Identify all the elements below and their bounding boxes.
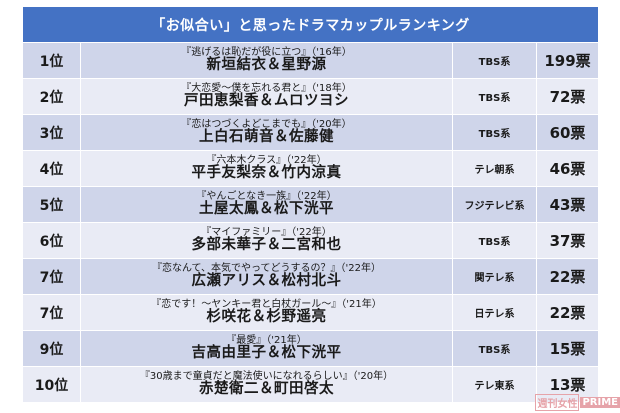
drama-title: 『逃げるは恥だが役に立つ』（'16年） [181, 47, 352, 59]
rank-cell: 6位 [23, 223, 81, 258]
votes-cell: 43票 [549, 196, 586, 214]
table-row: 1位 『逃げるは恥だが役に立つ』（'16年） 新垣結衣＆星野源 TBS系 199… [23, 43, 598, 79]
drama-title: 『最愛』（'21年） [226, 335, 307, 347]
couple-names: 土屋太鳳＆松下洸平 [199, 201, 334, 218]
table-title: 「お似合い」と思ったドラマカップルランキング [23, 7, 598, 43]
drama-title: 『恋です！〜ヤンキー君と白杖ガール〜』（'21年） [151, 299, 382, 311]
rank-cell: 3位 [23, 115, 81, 150]
network-cell: フジテレビ系 [453, 187, 537, 222]
votes-cell: 199票 [544, 52, 591, 70]
network-cell: テレ東系 [453, 367, 537, 402]
votes-cell: 60票 [549, 124, 586, 142]
rank-cell: 7位 [23, 259, 81, 294]
votes-cell: 15票 [549, 340, 586, 358]
votes-cell: 46票 [549, 160, 586, 178]
votes-cell: 13票 [549, 376, 586, 394]
drama-cell: 『恋です！〜ヤンキー君と白杖ガール〜』（'21年） 杉咲花＆杉野遥亮 [81, 295, 453, 330]
table-row: 7位 『恋なんて、本気でやってどうするの？』（'22年） 広瀬アリス＆松村北斗 … [23, 259, 598, 295]
table-row: 2位 『大恋愛〜僕を忘れる君と』（'18年） 戸田恵梨香＆ムロツヨシ TBS系 … [23, 79, 598, 115]
network-cell: TBS系 [453, 43, 537, 78]
couple-names: 新垣結衣＆星野源 [206, 57, 327, 74]
couple-names: 赤楚衛二＆町田啓太 [199, 381, 334, 398]
drama-cell: 『逃げるは恥だが役に立つ』（'16年） 新垣結衣＆星野源 [81, 43, 453, 78]
rank-cell: 4位 [23, 151, 81, 186]
rank-cell: 9位 [23, 331, 81, 366]
network-cell: 日テレ系 [453, 295, 537, 330]
votes-cell: 22票 [549, 268, 586, 286]
drama-title: 『マイファミリー』（'22年） [201, 227, 332, 239]
drama-title: 『30歳まで童貞だと魔法使いになれるらしい』（'20年） [139, 371, 394, 383]
network-cell: TBS系 [453, 79, 537, 114]
drama-title: 『六本木クラス』（'22年） [206, 155, 327, 167]
watermark-brand: 週刊女性 [535, 394, 580, 411]
votes-cell: 37票 [549, 232, 586, 250]
drama-cell: 『六本木クラス』（'22年） 平手友梨奈＆竹内涼真 [81, 151, 453, 186]
network-cell: 関テレ系 [453, 259, 537, 294]
network-cell: TBS系 [453, 115, 537, 150]
watermark-prime: PRIME [580, 397, 620, 408]
rank-cell: 7位 [23, 295, 81, 330]
table-row: 10位 『30歳まで童貞だと魔法使いになれるらしい』（'20年） 赤楚衛二＆町田… [23, 367, 598, 403]
network-cell: TBS系 [453, 331, 537, 366]
network-cell: テレ朝系 [453, 151, 537, 186]
table-row: 3位 『恋はつづくよどこまでも』（'20年） 上白石萌音＆佐藤健 TBS系 60… [23, 115, 598, 151]
rank-cell: 5位 [23, 187, 81, 222]
drama-cell: 『マイファミリー』（'22年） 多部未華子＆二宮和也 [81, 223, 453, 258]
drama-title: 『恋はつづくよどこまでも』（'20年） [181, 119, 352, 131]
table-row: 6位 『マイファミリー』（'22年） 多部未華子＆二宮和也 TBS系 37票 [23, 223, 598, 259]
rank-cell: 10位 [23, 367, 81, 402]
couple-names: 多部未華子＆二宮和也 [191, 237, 342, 254]
drama-cell: 『大恋愛〜僕を忘れる君と』（'18年） 戸田恵梨香＆ムロツヨシ [81, 79, 453, 114]
table-row: 5位 『やんごとなき一族』（'22年） 土屋太鳳＆松下洸平 フジテレビ系 43票 [23, 187, 598, 223]
drama-title: 『やんごとなき一族』（'22年） [196, 191, 337, 203]
drama-cell: 『恋はつづくよどこまでも』（'20年） 上白石萌音＆佐藤健 [81, 115, 453, 150]
rank-cell: 1位 [23, 43, 81, 78]
couple-names: 戸田恵梨香＆ムロツヨシ [184, 93, 349, 110]
drama-cell: 『やんごとなき一族』（'22年） 土屋太鳳＆松下洸平 [81, 187, 453, 222]
drama-title: 『恋なんて、本気でやってどうするの？』（'22年） [152, 263, 381, 275]
votes-cell: 72票 [549, 88, 586, 106]
drama-cell: 『恋なんて、本気でやってどうするの？』（'22年） 広瀬アリス＆松村北斗 [81, 259, 453, 294]
table-row: 9位 『最愛』（'21年） 吉高由里子＆松下洸平 TBS系 15票 [23, 331, 598, 367]
network-cell: TBS系 [453, 223, 537, 258]
couple-names: 平手友梨奈＆竹内涼真 [191, 165, 342, 182]
drama-title: 『大恋愛〜僕を忘れる君と』（'18年） [181, 83, 352, 95]
votes-cell: 22票 [549, 304, 586, 322]
table-row: 7位 『恋です！〜ヤンキー君と白杖ガール〜』（'21年） 杉咲花＆杉野遥亮 日テ… [23, 295, 598, 331]
couple-names: 吉高由里子＆松下洸平 [191, 345, 342, 362]
drama-cell: 『最愛』（'21年） 吉高由里子＆松下洸平 [81, 331, 453, 366]
rank-cell: 2位 [23, 79, 81, 114]
table-row: 4位 『六本木クラス』（'22年） 平手友梨奈＆竹内涼真 テレ朝系 46票 [23, 151, 598, 187]
watermark-logo: 週刊女性 PRIME [535, 394, 620, 411]
couple-names: 杉咲花＆杉野遥亮 [206, 309, 327, 326]
drama-cell: 『30歳まで童貞だと魔法使いになれるらしい』（'20年） 赤楚衛二＆町田啓太 [81, 367, 453, 402]
ranking-table: 「お似合い」と思ったドラマカップルランキング 1位 『逃げるは恥だが役に立つ』（… [23, 7, 598, 403]
couple-names: 広瀬アリス＆松村北斗 [191, 273, 342, 290]
couple-names: 上白石萌音＆佐藤健 [199, 129, 334, 146]
